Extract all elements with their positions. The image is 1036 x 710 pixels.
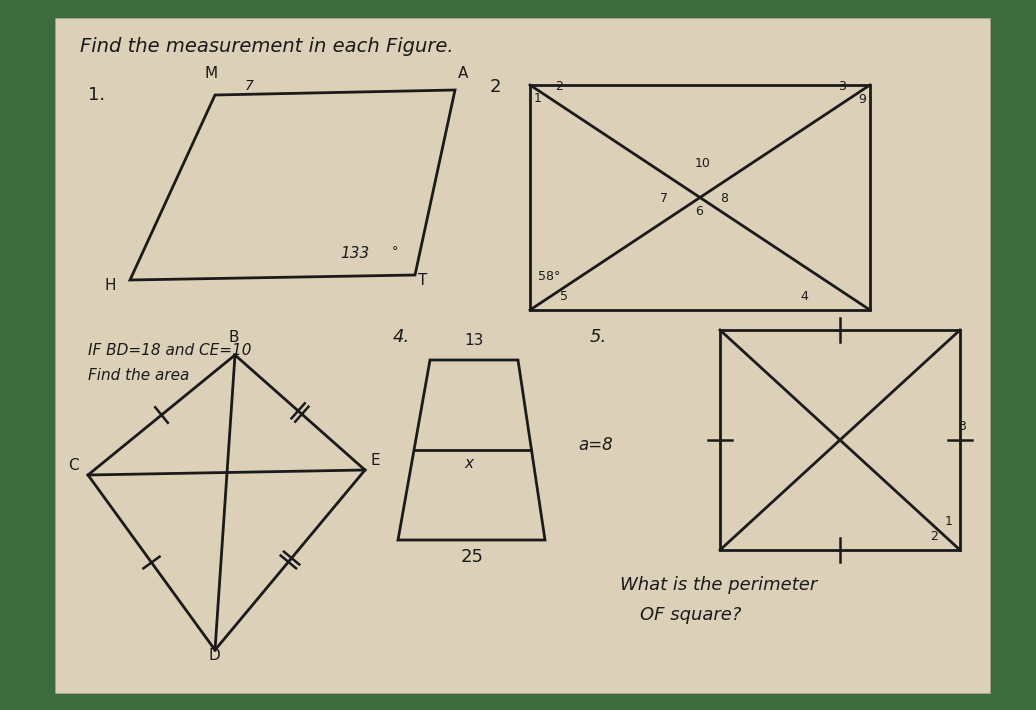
Text: 25: 25	[461, 548, 484, 566]
Text: 4: 4	[800, 290, 808, 303]
Text: x: x	[464, 456, 473, 471]
Text: a=8: a=8	[578, 436, 612, 454]
Text: 3: 3	[958, 420, 966, 433]
Text: 2: 2	[490, 78, 501, 96]
Text: °: °	[392, 245, 399, 258]
Text: 7: 7	[660, 192, 668, 205]
Text: E: E	[370, 453, 379, 468]
Text: 58°: 58°	[538, 270, 560, 283]
Text: C: C	[68, 458, 79, 473]
Text: 3: 3	[838, 80, 845, 93]
FancyBboxPatch shape	[55, 18, 990, 693]
Text: Find the area: Find the area	[88, 368, 190, 383]
Text: 9: 9	[858, 93, 866, 106]
Text: 1.: 1.	[88, 86, 105, 104]
Text: 2: 2	[930, 530, 938, 543]
Text: T: T	[418, 273, 428, 288]
Text: 7: 7	[244, 79, 254, 93]
Text: What is the perimeter: What is the perimeter	[620, 576, 817, 594]
Bar	[720, 330, 960, 550]
Text: 5.: 5.	[589, 328, 607, 346]
Text: A: A	[458, 66, 468, 81]
Text: 2: 2	[555, 80, 563, 93]
Text: H: H	[105, 278, 116, 293]
Text: 133: 133	[340, 246, 369, 261]
Text: 1: 1	[945, 515, 953, 528]
Text: IF BD=18 and CE=10: IF BD=18 and CE=10	[88, 343, 252, 358]
Text: 13: 13	[464, 333, 484, 348]
Text: OF square?: OF square?	[640, 606, 742, 624]
Text: 10: 10	[695, 157, 711, 170]
Text: 5: 5	[560, 290, 568, 303]
Text: Find the measurement in each Figure.: Find the measurement in each Figure.	[80, 37, 454, 56]
Text: D: D	[208, 648, 220, 663]
Text: 4.: 4.	[393, 328, 410, 346]
Text: B: B	[228, 330, 238, 345]
Text: 8: 8	[720, 192, 728, 205]
Text: M: M	[205, 66, 219, 81]
Bar	[530, 85, 870, 310]
Text: 1: 1	[534, 92, 542, 105]
Text: 6: 6	[695, 205, 702, 218]
